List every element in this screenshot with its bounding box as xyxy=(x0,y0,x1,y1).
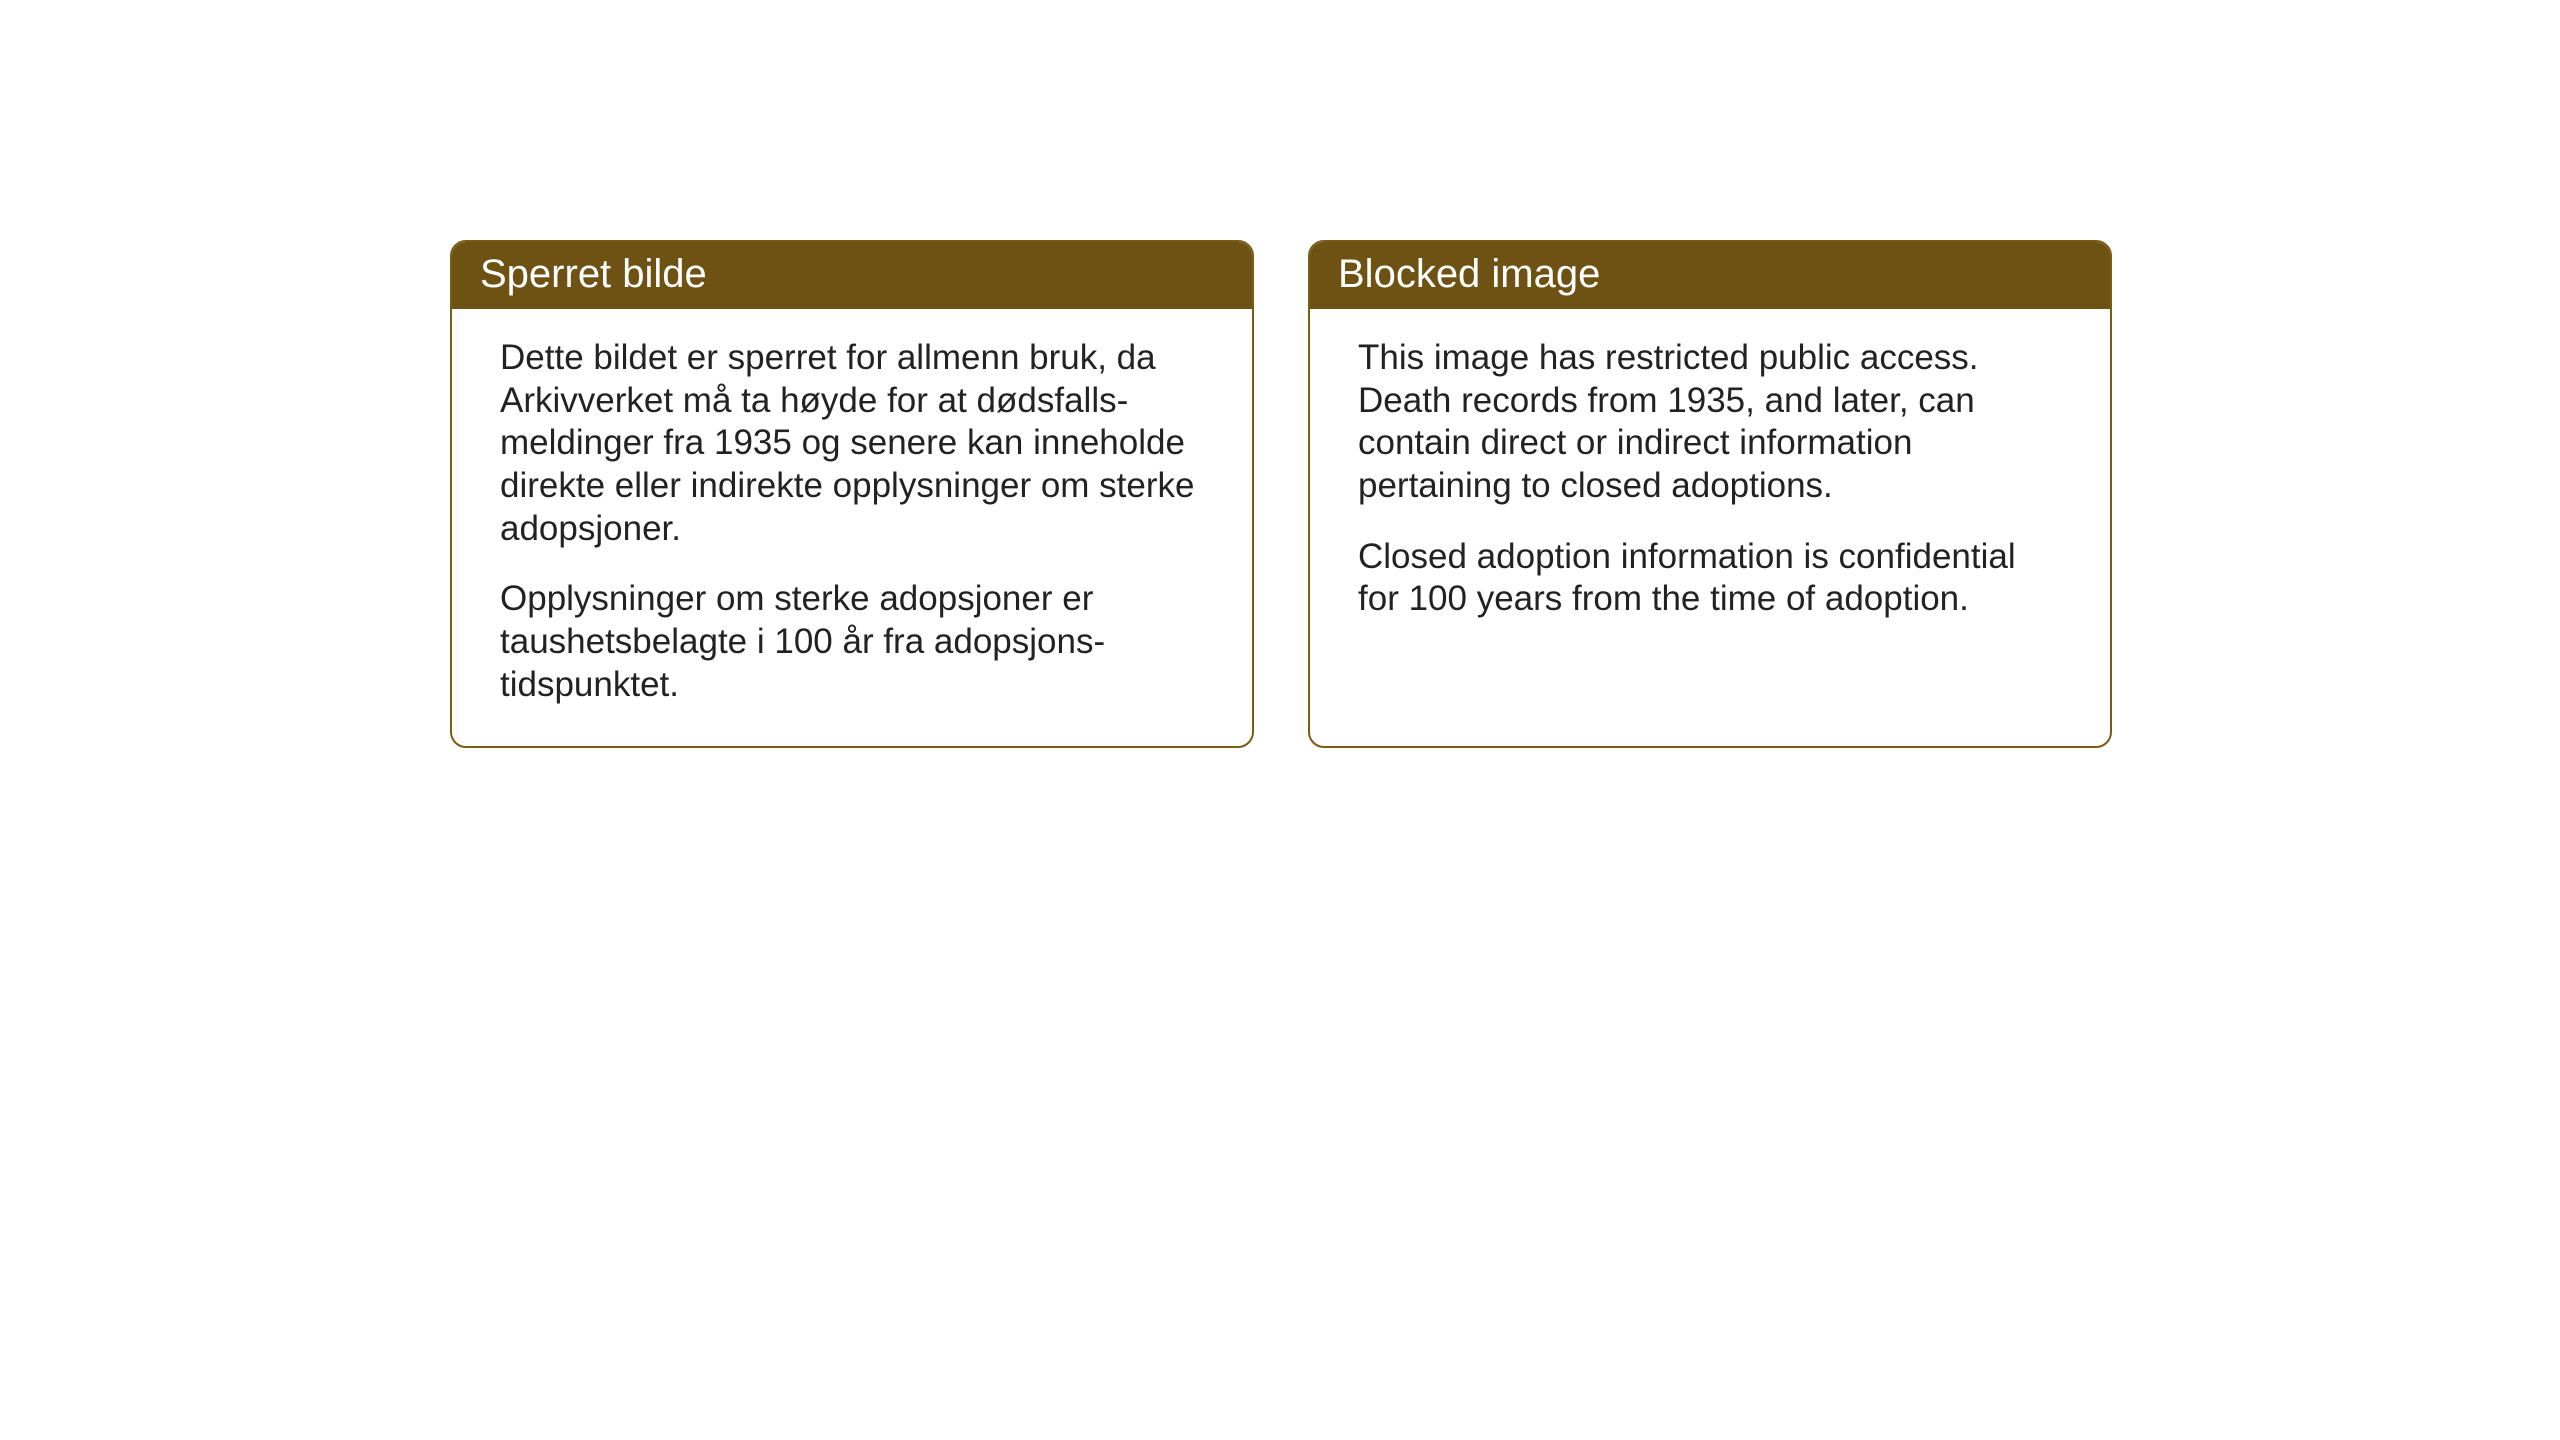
card-paragraph-2-norwegian: Opplysninger om sterke adopsjoner er tau… xyxy=(500,578,1204,706)
card-body-english: This image has restricted public access.… xyxy=(1310,309,2110,657)
card-paragraph-1-norwegian: Dette bildet er sperret for allmenn bruk… xyxy=(500,337,1204,550)
notice-cards-container: Sperret bilde Dette bildet er sperret fo… xyxy=(450,240,2112,748)
card-body-norwegian: Dette bildet er sperret for allmenn bruk… xyxy=(452,309,1252,743)
card-paragraph-2-english: Closed adoption information is confident… xyxy=(1358,536,2062,621)
card-title-english: Blocked image xyxy=(1338,252,1600,296)
card-paragraph-1-english: This image has restricted public access.… xyxy=(1358,337,2062,508)
card-title-norwegian: Sperret bilde xyxy=(480,252,707,296)
notice-card-norwegian: Sperret bilde Dette bildet er sperret fo… xyxy=(450,240,1254,748)
card-header-english: Blocked image xyxy=(1310,242,2110,309)
notice-card-english: Blocked image This image has restricted … xyxy=(1308,240,2112,748)
card-header-norwegian: Sperret bilde xyxy=(452,242,1252,309)
